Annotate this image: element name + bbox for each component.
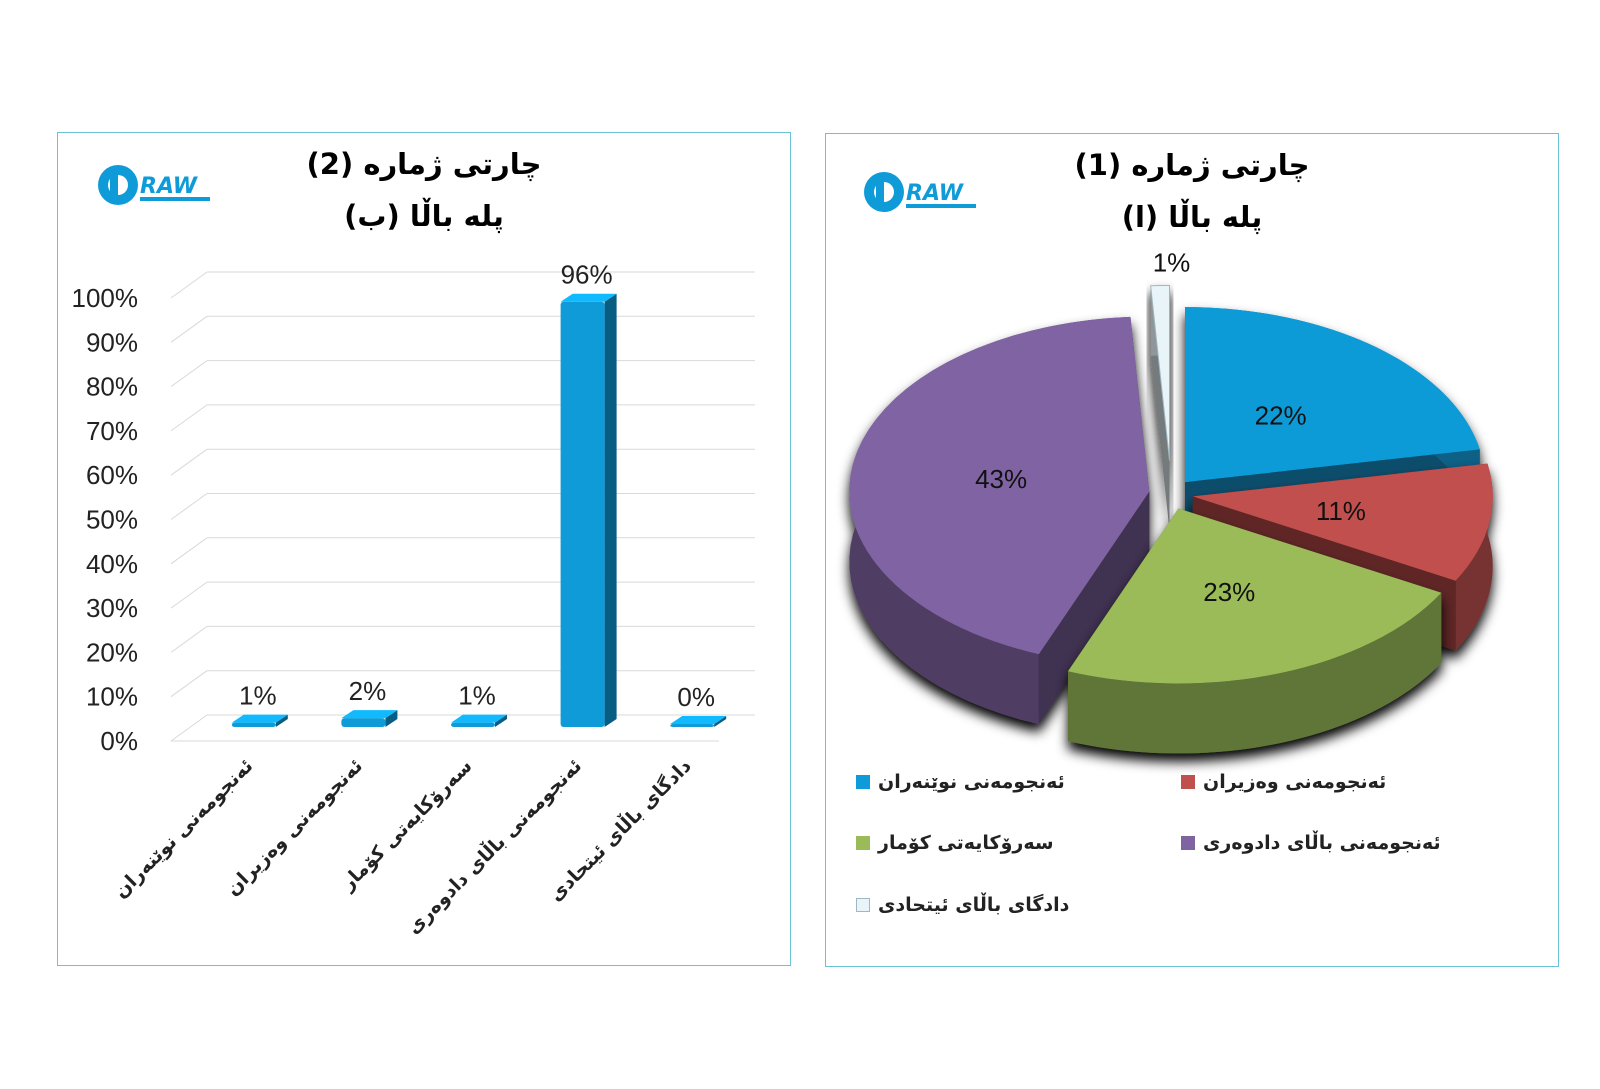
gridline-depth: [170, 670, 208, 698]
legend-item: ئەنجومەنی وەزیران: [1181, 771, 1386, 793]
y-tick-label: 10%: [86, 682, 138, 712]
legend-label: سەرۆکایەتی کۆمار: [878, 832, 1054, 854]
legend-swatch: [856, 836, 870, 850]
bar-side: [275, 714, 288, 727]
y-tick-label: 40%: [86, 549, 138, 579]
legend-swatch: [1181, 775, 1195, 789]
pie-slice-top: [849, 316, 1150, 655]
bar-top: [670, 716, 727, 724]
bar-side: [714, 716, 727, 727]
draw-logo-icon: RAW: [98, 165, 210, 205]
logo-text: RAW: [906, 181, 965, 206]
pie-slice-top: [1185, 307, 1480, 483]
bar: [341, 718, 386, 727]
draw-logo: RAW: [96, 161, 216, 209]
bar-2: [451, 714, 507, 727]
bar-3: [560, 293, 617, 727]
pie-slice-wall: [1038, 491, 1150, 725]
y-tick-label: 90%: [86, 327, 138, 357]
y-tick-label: 60%: [86, 460, 138, 490]
pie-data-label: 11%: [1316, 496, 1366, 526]
bar-chart-title-line1: چارتی ژمارە (2): [306, 147, 542, 181]
pie-slice-3: [849, 316, 1150, 725]
data-label: 96%: [561, 260, 613, 290]
legend-label: ئەنجومەنی باڵای دادوەری: [1203, 832, 1441, 854]
legend-item: ئەنجومەنی باڵای دادوەری: [1181, 832, 1441, 854]
legend-item: سەرۆکایەتی کۆمار: [856, 832, 1054, 854]
gridline-depth: [170, 581, 208, 609]
gridline-depth: [170, 537, 208, 565]
pie-slice-top: [1150, 284, 1170, 461]
bar-side: [385, 710, 398, 727]
pie-chart: 22% 11% 23% 43% 1%: [849, 247, 1493, 754]
y-tick-label: 0%: [100, 726, 138, 756]
pie-slice-side: [1068, 592, 1442, 754]
pie-chart-title-line2: پلە باڵا (ا): [1121, 200, 1263, 234]
y-tick-label: 70%: [86, 416, 138, 446]
bar: [451, 722, 495, 727]
pie-slice-side: [1455, 463, 1493, 651]
legend-label: ئەنجومەنی وەزیران: [1203, 771, 1387, 793]
gridline-depth: [170, 714, 208, 742]
bar-top: [341, 710, 398, 719]
legend-swatch: [856, 775, 870, 789]
pie-slice-top: [1192, 463, 1493, 581]
bar-top: [451, 714, 507, 723]
pie-data-label: 22%: [1255, 401, 1307, 431]
y-tick-label: 80%: [86, 372, 138, 402]
pie-slice-4: [1150, 284, 1170, 531]
bar-side: [495, 714, 507, 727]
category-label: ئەنجومەنی باڵای دادوەری: [401, 754, 586, 939]
draw-logo-icon: RAW: [864, 172, 976, 212]
bar-chart: 0% 10% 20% 30% 40% 50% 60% 70% 80% 90% 100% 1% ئەنجو…: [72, 260, 755, 939]
legend-item: ئەنجومەنی نوێنەران: [856, 771, 1065, 793]
gridline-depth: [170, 315, 208, 343]
legend-label: ئەنجومەنی نوێنەران: [878, 771, 1065, 793]
data-label: 2%: [349, 676, 387, 706]
gridline-depth: [170, 625, 208, 653]
pie-data-label: 23%: [1203, 577, 1255, 607]
pie-chart-title-line1: چارتی ژمارە (1): [1074, 148, 1310, 182]
bar-chart-title-line2: پلە باڵا (ب): [344, 199, 504, 233]
bar: [231, 722, 276, 727]
data-label: 1%: [458, 681, 496, 711]
pie-slice-top: [1068, 508, 1442, 684]
logo-text: RAW: [140, 174, 199, 199]
bar-side: [604, 293, 617, 727]
bar-1: [341, 710, 398, 727]
y-tick-label: 50%: [86, 505, 138, 535]
bar: [560, 301, 605, 727]
y-tick-label: 30%: [86, 593, 138, 623]
pie-data-label: 43%: [975, 464, 1027, 494]
gridline-depth: [170, 271, 208, 299]
legend-swatch: [1181, 836, 1195, 850]
pie-slice-2: [1068, 508, 1442, 754]
bar-0: [231, 714, 288, 727]
y-tick-label: 100%: [72, 283, 139, 313]
legend-label: دادگای باڵای ئیتحادی: [878, 894, 1070, 916]
y-tick-label: 20%: [86, 637, 138, 667]
draw-logo: RAW: [862, 168, 982, 216]
pie-chart-panel: RAW چارتی ژمارە (1) پلە باڵا (ا) 22% 11% 2…: [825, 133, 1559, 967]
bar-chart-panel: RAW چارتی ژمارە (2) پلە باڵا (ب) 0% 10% 20…: [57, 132, 791, 966]
legend-item: دادگای باڵای ئیتحادی: [856, 894, 1069, 916]
gridline-depth: [170, 448, 208, 476]
pie-data-label: 1%: [1153, 247, 1191, 277]
bar-top: [231, 714, 288, 723]
data-label: 0%: [677, 682, 715, 712]
bar: [670, 724, 715, 727]
pie-legend: ئەنجومەنی نوێنەران ئەنجومەنی وەزیران سەرۆک…: [826, 134, 1560, 968]
legend-swatch: [856, 898, 870, 912]
bar-4: [670, 716, 727, 727]
gridline-depth: [170, 404, 208, 432]
gridline-depth: [170, 493, 208, 520]
data-label: 1%: [239, 681, 277, 711]
gridline-depth: [170, 360, 208, 388]
bar-top: [560, 293, 617, 302]
